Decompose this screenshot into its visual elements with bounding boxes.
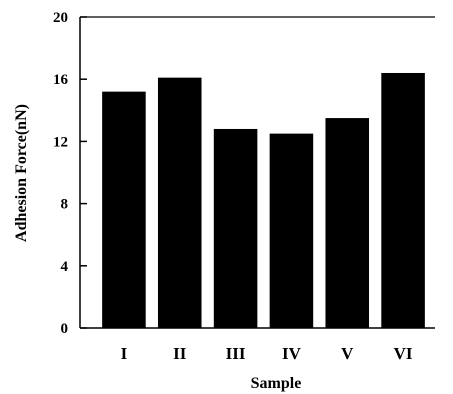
bar-I: [102, 91, 146, 328]
y-axis-title: Adhesion Force(nN): [13, 104, 30, 242]
y-tick-label: 12: [53, 134, 68, 150]
bar-II: [157, 77, 202, 329]
x-tick-label: III: [226, 344, 246, 363]
x-tick-label: IV: [282, 344, 302, 363]
y-tick-label: 0: [61, 321, 69, 337]
x-tick-labels-group: I II III IV V VI: [121, 344, 413, 363]
x-axis-title: Sample: [251, 375, 302, 392]
x-tick-label: VI: [394, 344, 413, 363]
y-tick-label: 4: [61, 259, 69, 275]
bar-V: [325, 118, 370, 328]
x-tick-label: V: [341, 344, 354, 363]
bars-group: [102, 72, 425, 329]
x-tick-label: II: [173, 344, 187, 363]
bar-IV: [269, 133, 314, 328]
y-tick-label: 20: [53, 10, 68, 26]
bar-III: [213, 128, 258, 328]
y-tick-label: 8: [61, 197, 69, 213]
y-ticks-group: 0 4 8 12 16 20: [53, 10, 87, 337]
x-tick-label: I: [121, 344, 128, 363]
bar-VI: [381, 72, 425, 328]
y-tick-label: 16: [53, 72, 69, 88]
